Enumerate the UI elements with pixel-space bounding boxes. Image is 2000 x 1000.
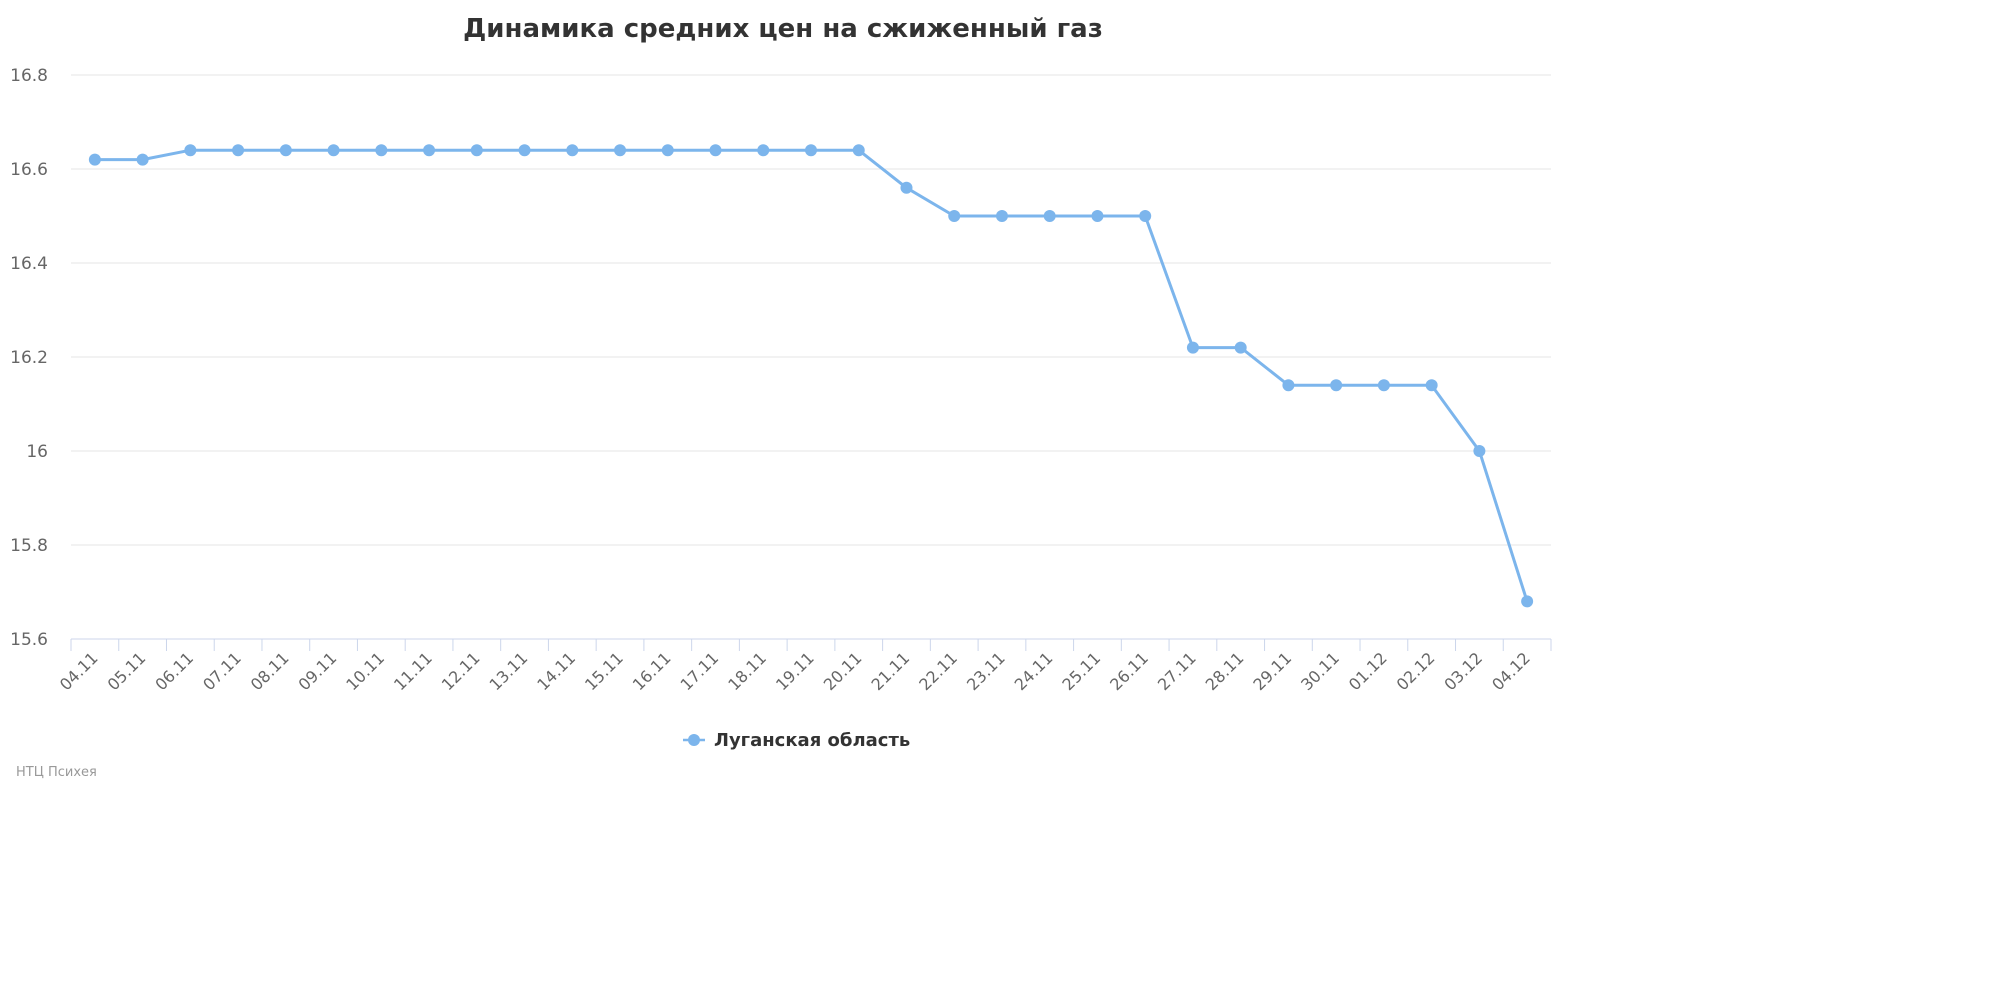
x-tick-label: 22.11: [915, 648, 961, 694]
x-tick-label: 10.11: [342, 648, 388, 694]
data-point[interactable]: [852, 144, 865, 157]
data-point[interactable]: [995, 210, 1008, 222]
x-tick-label: 03.12: [1440, 648, 1486, 694]
x-tick-label: 02.12: [1393, 648, 1439, 694]
credit-text[interactable]: НТЦ Психея: [16, 765, 97, 780]
data-point[interactable]: [1091, 210, 1104, 222]
x-tick-label: 12.11: [438, 648, 484, 694]
x-tick-label: 07.11: [199, 648, 245, 694]
y-tick-label: 15.8: [10, 536, 48, 556]
x-tick-label: 16.11: [629, 648, 675, 694]
series-line: [93, 148, 1529, 603]
data-point[interactable]: [518, 144, 531, 157]
x-tick-label: 19.11: [772, 648, 818, 694]
y-tick-label: 16: [26, 442, 48, 462]
data-point[interactable]: [1186, 341, 1199, 354]
chart-title: Динамика средних цен на сжиженный газ: [463, 14, 1103, 44]
data-point[interactable]: [88, 153, 101, 166]
x-tick-label: 06.11: [151, 648, 197, 694]
data-point[interactable]: [1425, 379, 1438, 392]
data-point[interactable]: [423, 144, 436, 157]
x-tick-label: 04.11: [56, 648, 102, 694]
x-tick-label: 04.12: [1488, 648, 1534, 694]
series-layer: [88, 144, 1534, 608]
data-point[interactable]: [1330, 379, 1343, 392]
x-tick-label: 21.11: [867, 648, 913, 694]
legend-marker-icon: [688, 734, 700, 746]
y-tick-label: 16.6: [10, 160, 48, 180]
legend[interactable]: Луганская область: [683, 730, 910, 751]
x-tick-label: 17.11: [677, 648, 723, 694]
data-point[interactable]: [1521, 595, 1534, 608]
x-tick-label: 24.11: [1011, 648, 1057, 694]
line-chart: Динамика средних цен на сжиженный газ 15…: [10, 14, 1552, 780]
x-tick-label: 11.11: [390, 648, 436, 694]
x-tick-label: 05.11: [104, 648, 150, 694]
data-point[interactable]: [1377, 379, 1390, 392]
data-point[interactable]: [470, 144, 483, 157]
data-point[interactable]: [709, 144, 722, 157]
legend-label: Луганская область: [714, 730, 910, 751]
data-point[interactable]: [757, 144, 770, 157]
data-point[interactable]: [614, 144, 627, 157]
x-tick-label: 29.11: [1249, 648, 1295, 694]
x-tick-label: 18.11: [724, 648, 770, 694]
data-point[interactable]: [661, 144, 674, 157]
x-tick-label: 27.11: [1154, 648, 1200, 694]
data-point[interactable]: [948, 210, 961, 222]
data-point[interactable]: [1043, 210, 1056, 222]
y-tick-label: 16.8: [10, 66, 48, 86]
x-tick-label: 01.12: [1345, 648, 1391, 694]
x-tick-label: 14.11: [533, 648, 579, 694]
y-tick-label: 16.4: [10, 254, 48, 274]
chart-container: Динамика средних цен на сжиженный газ 15…: [10, 14, 1552, 780]
x-axis: 04.11 05.11 06.11 07.11 08.11 09.11 10.11 11.11…: [56, 638, 1552, 694]
data-point[interactable]: [900, 181, 913, 194]
grid-lines: [71, 74, 1551, 546]
data-point[interactable]: [327, 144, 340, 157]
data-point[interactable]: [1234, 341, 1247, 354]
y-tick-label: 16.2: [10, 348, 48, 368]
x-tick-label: 13.11: [486, 648, 532, 694]
data-point[interactable]: [1473, 445, 1486, 457]
data-point[interactable]: [279, 144, 292, 157]
data-point[interactable]: [1139, 210, 1152, 222]
x-tick-label: 23.11: [963, 648, 1009, 694]
data-point[interactable]: [805, 144, 817, 157]
data-point[interactable]: [184, 144, 197, 157]
x-tick-label: 30.11: [1297, 648, 1343, 694]
data-point[interactable]: [1282, 379, 1295, 392]
x-tick-label: 09.11: [295, 648, 341, 694]
y-axis-ticks: 15.6 15.8 16 16.2 16.4 16.6 16.8: [10, 66, 48, 650]
data-point[interactable]: [136, 153, 149, 166]
data-point[interactable]: [566, 144, 579, 157]
x-tick-label: 26.11: [1106, 648, 1152, 694]
data-point[interactable]: [375, 144, 388, 157]
data-point[interactable]: [232, 144, 245, 157]
x-tick-label: 25.11: [1058, 648, 1104, 694]
x-tick-label: 20.11: [820, 648, 866, 694]
x-tick-label: 08.11: [247, 648, 293, 694]
y-tick-label: 15.6: [10, 630, 48, 650]
x-tick-label: 28.11: [1202, 648, 1248, 694]
x-tick-label: 15.11: [581, 648, 627, 694]
